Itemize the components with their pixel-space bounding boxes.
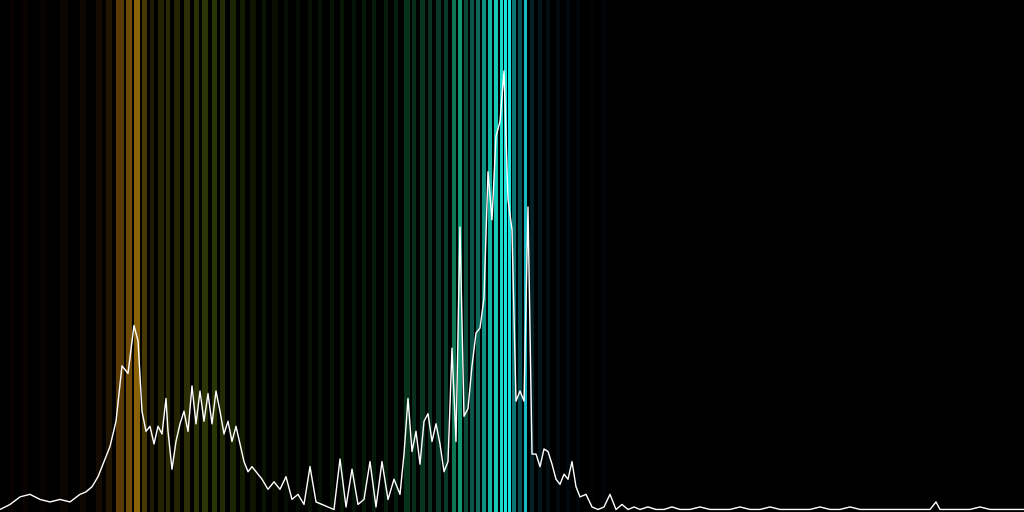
color-band-3 [60, 0, 68, 512]
color-band-61 [576, 0, 580, 512]
color-band-30 [340, 0, 344, 512]
color-band-21 [240, 0, 245, 512]
color-band-50 [500, 0, 503, 512]
color-band-11 [150, 0, 154, 512]
color-band-16 [194, 0, 199, 512]
color-band-62 [590, 0, 594, 512]
color-band-58 [546, 0, 550, 512]
color-band-22 [250, 0, 256, 512]
color-band-12 [158, 0, 164, 512]
intensity-line-layer [0, 70, 1024, 511]
color-band-8 [126, 0, 132, 512]
color-band-9 [134, 0, 140, 512]
color-band-24 [272, 0, 278, 512]
color-band-7 [116, 0, 124, 512]
color-band-34 [384, 0, 388, 512]
color-band-25 [284, 0, 288, 512]
color-band-23 [262, 0, 266, 512]
color-bands [10, 0, 606, 512]
color-band-20 [230, 0, 236, 512]
color-band-31 [352, 0, 356, 512]
color-band-38 [420, 0, 425, 512]
color-band-47 [482, 0, 486, 512]
color-band-33 [372, 0, 376, 512]
color-band-6 [106, 0, 112, 512]
color-band-36 [404, 0, 410, 512]
color-band-39 [428, 0, 432, 512]
color-band-0 [10, 0, 14, 512]
color-band-60 [566, 0, 570, 512]
color-band-28 [318, 0, 322, 512]
color-band-53 [512, 0, 516, 512]
color-band-4 [80, 0, 86, 512]
color-band-52 [508, 0, 511, 512]
color-band-44 [464, 0, 468, 512]
color-band-41 [444, 0, 448, 512]
color-band-26 [296, 0, 300, 512]
color-band-63 [602, 0, 606, 512]
color-band-2 [40, 0, 46, 512]
color-band-49 [494, 0, 498, 512]
color-band-54 [518, 0, 522, 512]
color-band-10 [142, 0, 147, 512]
color-band-48 [488, 0, 492, 512]
color-band-14 [174, 0, 180, 512]
color-band-35 [394, 0, 398, 512]
color-band-37 [412, 0, 416, 512]
color-band-27 [308, 0, 312, 512]
color-band-45 [470, 0, 474, 512]
color-band-18 [212, 0, 217, 512]
color-band-59 [556, 0, 560, 512]
color-band-15 [184, 0, 190, 512]
color-band-40 [436, 0, 441, 512]
color-band-29 [330, 0, 334, 512]
color-band-55 [524, 0, 527, 512]
intensity-line [0, 70, 1024, 511]
color-band-19 [220, 0, 225, 512]
color-band-56 [530, 0, 534, 512]
color-band-42 [452, 0, 456, 512]
color-band-5 [96, 0, 102, 512]
color-band-17 [202, 0, 208, 512]
color-band-13 [166, 0, 170, 512]
color-band-57 [538, 0, 542, 512]
color-band-46 [476, 0, 480, 512]
color-band-51 [504, 0, 507, 512]
color-band-32 [362, 0, 366, 512]
color-band-1 [22, 0, 28, 512]
